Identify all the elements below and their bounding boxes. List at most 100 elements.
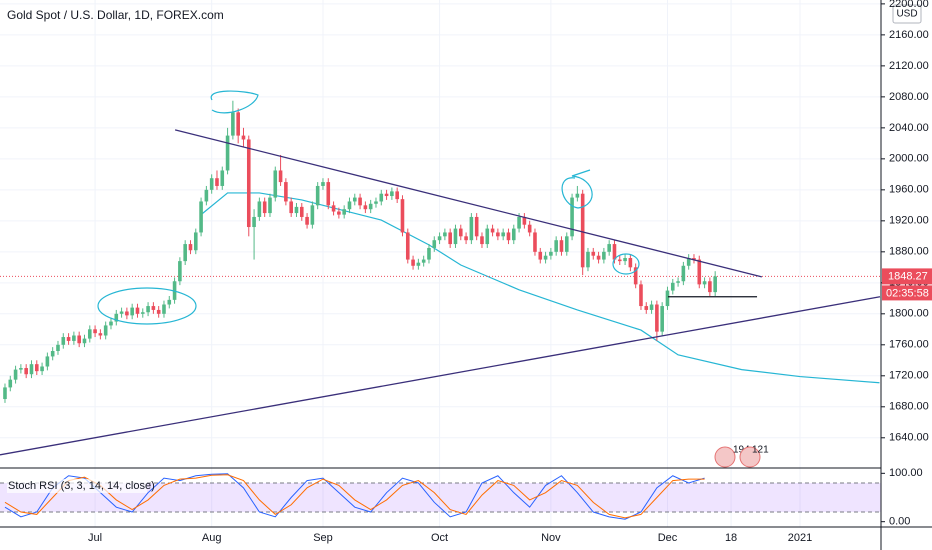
x-tick-label: Dec xyxy=(658,532,678,544)
candle-body xyxy=(98,333,103,336)
stoch-line xyxy=(4,473,705,520)
badges: 194 121 xyxy=(714,445,769,468)
candle-body xyxy=(623,258,627,262)
x-tick-label: Oct xyxy=(431,532,448,544)
badge[interactable] xyxy=(739,446,761,468)
stoch-line xyxy=(4,474,705,519)
candle-body xyxy=(506,232,511,241)
candle-body xyxy=(50,351,55,357)
y-tick-label: 0.00 xyxy=(889,516,910,528)
candle-body xyxy=(82,338,87,344)
candle-body xyxy=(665,290,670,307)
candle-body xyxy=(326,182,331,206)
y-tick-label: 2200.00 xyxy=(889,0,929,10)
candle-body xyxy=(400,199,405,233)
trendline xyxy=(0,296,881,456)
candle-body xyxy=(40,366,44,372)
candle-body xyxy=(215,178,219,186)
label-bg xyxy=(7,479,147,493)
candle-body xyxy=(199,201,203,233)
candle-body xyxy=(278,170,283,183)
candle-body xyxy=(443,232,447,237)
candle-body xyxy=(19,368,23,370)
candle-body xyxy=(670,282,675,291)
candle-body xyxy=(204,189,209,202)
candle-body xyxy=(379,193,384,202)
drawings xyxy=(97,90,640,325)
candle-body xyxy=(538,251,543,260)
candle-body xyxy=(464,236,468,241)
candle-body xyxy=(342,209,346,215)
candle-body xyxy=(591,251,596,256)
candle-body xyxy=(681,265,686,282)
y-tick-label: 2160.00 xyxy=(889,29,929,41)
y-tick-label: 1760.00 xyxy=(889,339,929,351)
candle-body xyxy=(602,251,606,260)
candle-body xyxy=(416,262,421,266)
candle-body xyxy=(305,216,309,225)
candle-body xyxy=(395,191,399,200)
x-tick-label: Sep xyxy=(313,532,333,544)
price-pane xyxy=(0,100,881,456)
y-tick-label: 1680.00 xyxy=(889,401,929,413)
candle-body xyxy=(405,232,410,260)
grid xyxy=(0,0,881,527)
candle-body xyxy=(61,337,66,345)
candle-body xyxy=(252,216,256,228)
trendline xyxy=(174,129,762,278)
badge[interactable] xyxy=(714,446,736,468)
candle-body xyxy=(193,232,198,251)
candle-body xyxy=(628,258,633,268)
circle-drawing xyxy=(561,169,593,209)
candle-body xyxy=(8,379,13,388)
candle-body xyxy=(527,224,532,233)
x-tick-label: Aug xyxy=(202,532,222,544)
candle-body xyxy=(511,228,516,241)
currency[interactable]: USD xyxy=(896,9,917,20)
candle-body xyxy=(151,306,156,310)
candle-body xyxy=(437,236,442,241)
circle-drawing xyxy=(97,287,197,325)
candle-body xyxy=(564,236,569,252)
candle-body xyxy=(77,335,81,344)
last-price-label: 1848.27 xyxy=(888,270,928,282)
candle-body xyxy=(384,193,389,197)
candle-body xyxy=(448,232,452,245)
candle-body xyxy=(299,206,304,217)
candle-body xyxy=(225,135,230,171)
y-tick-label: 100.00 xyxy=(889,467,923,479)
candle-body xyxy=(236,112,240,136)
candle-body xyxy=(517,216,521,229)
candle-body xyxy=(660,306,664,332)
candle-body xyxy=(596,255,601,260)
candle-body xyxy=(347,201,352,210)
last-price-box xyxy=(882,268,932,285)
candle-body xyxy=(453,228,458,245)
candle-body xyxy=(103,325,108,336)
y-tick-label: 1800.00 xyxy=(889,308,929,320)
candle-body xyxy=(125,311,129,316)
candle-body xyxy=(432,240,437,248)
candle-body xyxy=(183,244,187,262)
x-tick-label: 18 xyxy=(725,532,737,544)
candle-body xyxy=(533,232,537,252)
candle-body xyxy=(188,244,193,251)
candle-body xyxy=(480,236,484,245)
circle-drawing xyxy=(612,253,640,275)
candle-body xyxy=(612,244,617,260)
x-tick-label: Nov xyxy=(541,532,561,544)
currency-box[interactable] xyxy=(892,4,922,24)
candle-body xyxy=(156,309,161,314)
candle-body xyxy=(421,259,426,263)
candle-body xyxy=(146,306,150,313)
candle-body xyxy=(559,240,564,252)
candle-body xyxy=(337,211,341,215)
candle-body xyxy=(257,201,262,217)
candle-body xyxy=(633,267,638,285)
candle-body xyxy=(702,281,707,285)
candle-body xyxy=(617,259,622,262)
candle-body xyxy=(231,112,235,136)
candle-body xyxy=(649,304,654,310)
y-tick-label: 1920.00 xyxy=(889,215,929,227)
